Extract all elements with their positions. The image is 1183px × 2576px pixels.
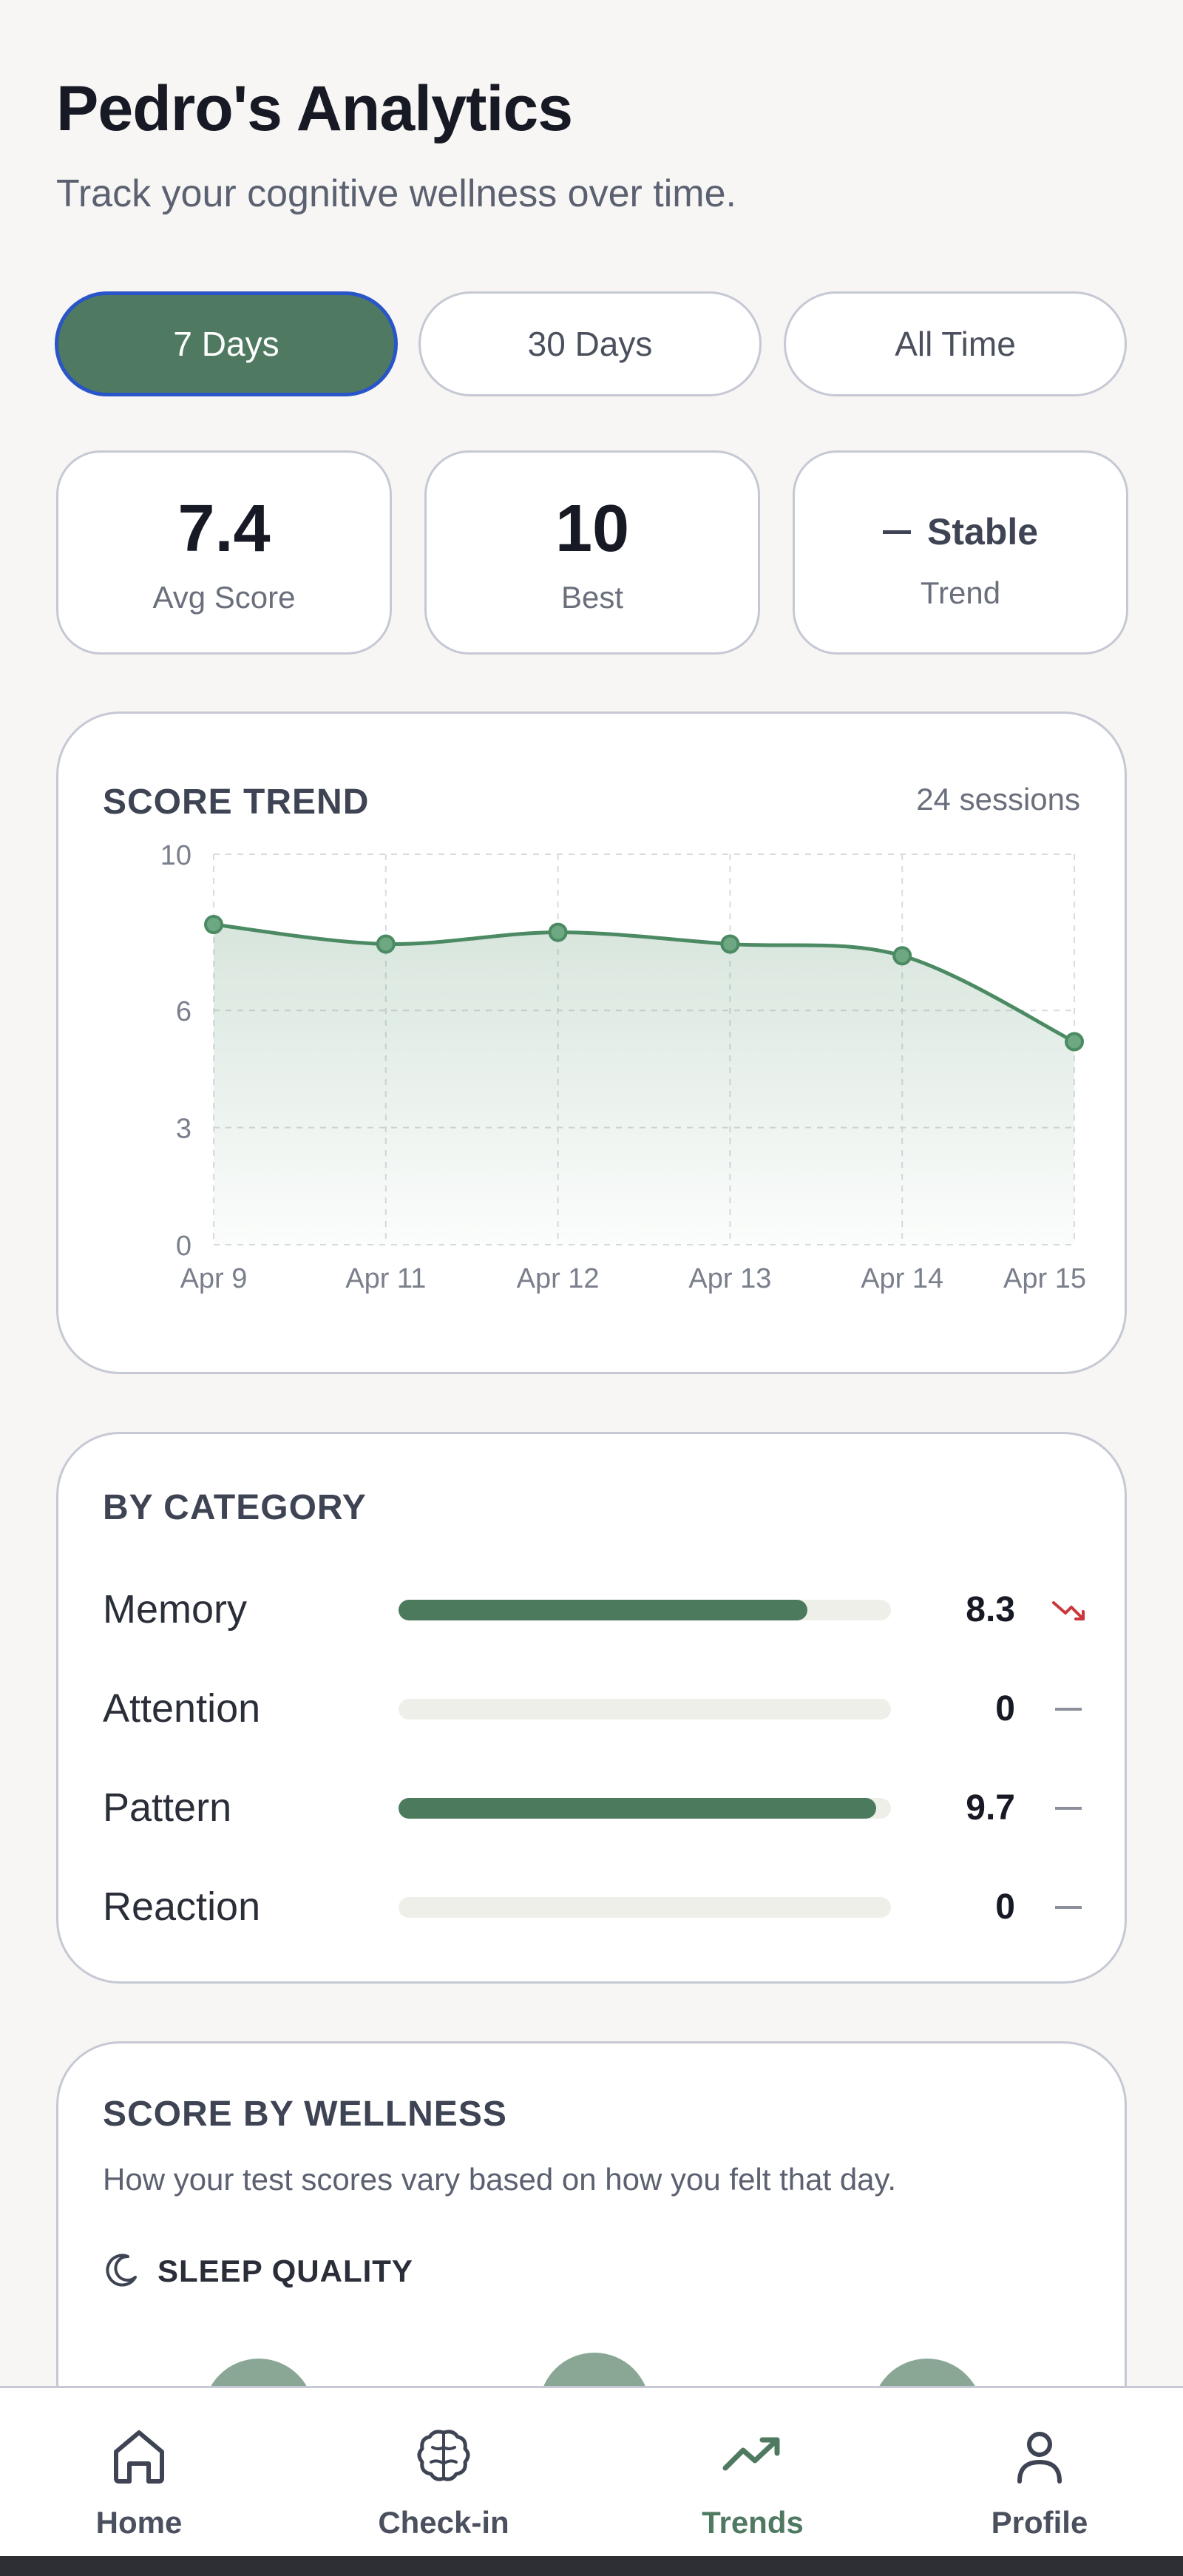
dash-icon (1051, 1694, 1086, 1724)
score-trend-chart: 0 3 6 10 Apr 9 Apr 11 Apr 12 Apr 13 Apr 14 Apr 1… (160, 840, 1086, 1294)
best-score-value: 10 (555, 492, 630, 566)
data-point[interactable] (1065, 1032, 1084, 1052)
page-title: Pedro's Analytics (56, 73, 573, 144)
dash-icon (1051, 1893, 1086, 1922)
tab-30-days[interactable]: 30 Days (418, 291, 762, 396)
system-bar (0, 2556, 1183, 2576)
category-bar-track (399, 1699, 891, 1720)
nav-trends[interactable]: Trends (642, 2388, 864, 2558)
brain-icon (417, 2430, 470, 2481)
nav-label: Check-in (378, 2505, 509, 2540)
page-subtitle: Track your cognitive wellness over time. (56, 172, 736, 215)
sleep-quality-label: SLEEP QUALITY (157, 2254, 413, 2288)
moon-icon (106, 2254, 137, 2287)
best-score-label: Best (560, 580, 624, 615)
chart-points (204, 915, 1084, 1052)
category-bar-track (399, 1798, 891, 1819)
category-row-memory: Memory 8.3 (103, 1581, 1086, 1640)
x-tick-label: Apr 15 (1003, 1263, 1086, 1294)
score-trend-title: SCORE TREND (103, 782, 370, 822)
nav-label: Trends (702, 2505, 804, 2540)
nav-check-in[interactable]: Check-in (333, 2388, 555, 2558)
x-tick-label: Apr 14 (861, 1263, 943, 1294)
wellness-subtitle: How your test scores vary based on how y… (103, 2162, 897, 2197)
chart-y-ticks: 0 3 6 10 (160, 840, 191, 1262)
trend-value: Stable (926, 511, 1039, 552)
user-icon (1017, 2432, 1062, 2484)
avg-score-label: Avg Score (152, 580, 296, 615)
y-tick-label: 10 (160, 840, 191, 871)
avg-score-card: 7.4 Avg Score (56, 450, 392, 655)
category-bar-track (399, 1897, 891, 1918)
trend-label: Trend (920, 575, 1001, 610)
category-name: Attention (103, 1686, 261, 1731)
category-score: 9.7 (966, 1788, 1015, 1828)
trend-down-icon (1052, 1601, 1085, 1620)
avg-score-value: 7.4 (177, 492, 271, 566)
y-tick-label: 3 (176, 1114, 191, 1145)
dash-icon (1051, 1794, 1086, 1823)
nav-profile[interactable]: Profile (929, 2388, 1150, 2558)
nav-label: Home (95, 2505, 183, 2540)
bottom-nav: Home Check-in Trends Profile (0, 2386, 1183, 2556)
session-count: 24 sessions (916, 782, 1080, 817)
best-score-card: 10 Best (424, 450, 760, 655)
tab-all-time[interactable]: All Time (784, 291, 1127, 396)
data-point[interactable] (720, 934, 740, 954)
trend-value-row: Stable (795, 510, 1126, 553)
tab-7-days[interactable]: 7 Days (55, 291, 398, 396)
trend-card: Stable Trend (793, 450, 1128, 655)
category-score: 0 (995, 1689, 1015, 1728)
by-category-title: BY CATEGORY (103, 1488, 367, 1527)
tab-label: 7 Days (173, 325, 279, 363)
tab-label: All Time (895, 325, 1016, 363)
category-name: Memory (103, 1587, 248, 1632)
by-category-card: BY CATEGORY Memory 8.3 Attention 0 Patte… (56, 1432, 1127, 1984)
home-icon (114, 2430, 164, 2484)
trending-up-icon (722, 2437, 780, 2471)
x-tick-label: Apr 9 (180, 1263, 248, 1294)
tab-label: 30 Days (527, 325, 653, 363)
category-score: 8.3 (966, 1590, 1015, 1629)
category-name: Reaction (103, 1884, 261, 1929)
y-tick-label: 6 (176, 996, 191, 1027)
data-point[interactable] (548, 922, 568, 942)
category-row-attention: Attention 0 (103, 1680, 1086, 1739)
category-bar-fill (399, 1798, 877, 1819)
trend-area (214, 924, 1074, 1245)
dash-icon (882, 530, 911, 534)
score-trend-card: SCORE TREND 24 sessions 0 3 6 10 Apr 9 Apr 1… (56, 711, 1127, 1374)
data-point[interactable] (376, 934, 396, 954)
data-point[interactable] (204, 915, 223, 935)
trend-line (213, 922, 1076, 1044)
category-score: 0 (995, 1887, 1015, 1927)
x-tick-label: Apr 11 (345, 1263, 426, 1294)
chart-x-ticks: Apr 9 Apr 11 Apr 12 Apr 13 Apr 14 Apr 15 (180, 1263, 1086, 1294)
y-tick-label: 0 (176, 1231, 191, 1262)
category-row-reaction: Reaction 0 (103, 1878, 1086, 1937)
x-tick-label: Apr 12 (517, 1263, 600, 1294)
category-name: Pattern (103, 1785, 232, 1830)
category-bar-fill (399, 1600, 807, 1620)
x-tick-label: Apr 13 (688, 1263, 771, 1294)
wellness-title: SCORE BY WELLNESS (103, 2095, 507, 2134)
nav-home[interactable]: Home (28, 2388, 250, 2558)
nav-label: Profile (991, 2505, 1088, 2540)
category-row-pattern: Pattern 9.7 (103, 1779, 1086, 1838)
category-bar-track (399, 1600, 891, 1620)
data-point[interactable] (892, 946, 912, 966)
